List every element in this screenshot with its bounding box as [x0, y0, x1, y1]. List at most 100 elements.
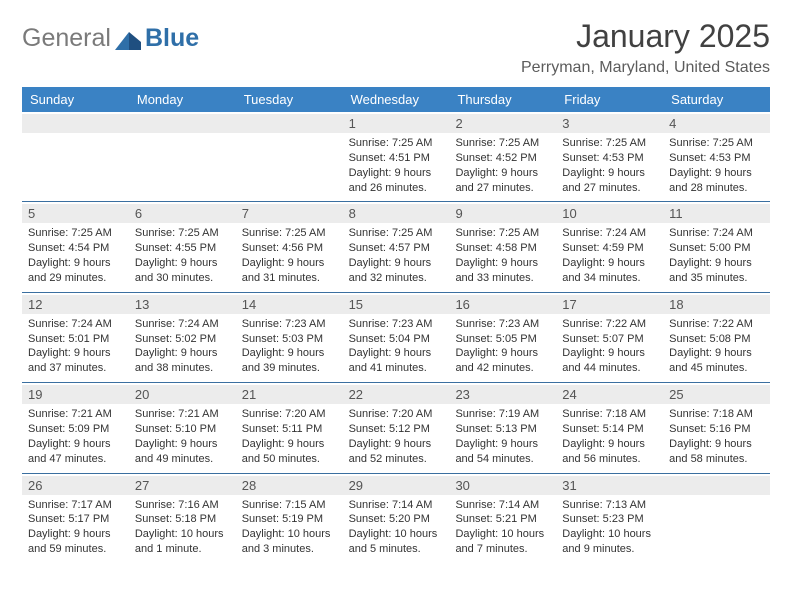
- day-cell: 17Sunrise: 7:22 AMSunset: 5:07 PMDayligh…: [556, 293, 663, 382]
- sunrise-value: 7:21 AM: [71, 408, 111, 420]
- day-number: 30: [449, 476, 556, 495]
- week-row: 26Sunrise: 7:17 AMSunset: 5:17 PMDayligh…: [22, 474, 770, 563]
- sunset-value: 5:12 PM: [389, 423, 430, 435]
- day-cell: 13Sunrise: 7:24 AMSunset: 5:02 PMDayligh…: [129, 293, 236, 382]
- daylight-label: Daylight:: [349, 257, 395, 269]
- day-number: 21: [236, 385, 343, 404]
- daylight-label: Daylight:: [242, 438, 288, 450]
- sunset-value: 5:19 PM: [282, 513, 323, 525]
- sunrise-label: Sunrise:: [455, 318, 498, 330]
- day-cell: [663, 474, 770, 563]
- sunrise-value: 7:24 AM: [178, 318, 218, 330]
- sunrise-value: 7:23 AM: [392, 318, 432, 330]
- logo-text-blue: Blue: [145, 24, 199, 53]
- day-number-empty: [236, 114, 343, 133]
- sunset-value: 4:58 PM: [496, 242, 537, 254]
- daylight-label: Daylight:: [349, 528, 395, 540]
- title-block: January 2025 Perryman, Maryland, United …: [521, 18, 770, 77]
- day-number: 27: [129, 476, 236, 495]
- sunset-value: 5:21 PM: [496, 513, 537, 525]
- day-cell: 10Sunrise: 7:24 AMSunset: 4:59 PMDayligh…: [556, 202, 663, 291]
- sunrise-label: Sunrise:: [455, 137, 498, 149]
- sunrise-label: Sunrise:: [135, 499, 178, 511]
- sunrise-label: Sunrise:: [455, 227, 498, 239]
- daylight-label: Daylight:: [135, 438, 181, 450]
- day-number: 3: [556, 114, 663, 133]
- sunset-value: 5:16 PM: [710, 423, 751, 435]
- sunrise-value: 7:23 AM: [285, 318, 325, 330]
- sunrise-value: 7:25 AM: [178, 227, 218, 239]
- sunrise-label: Sunrise:: [455, 408, 498, 420]
- day-number: 20: [129, 385, 236, 404]
- sunset-label: Sunset:: [562, 333, 602, 345]
- day-cell: 20Sunrise: 7:21 AMSunset: 5:10 PMDayligh…: [129, 383, 236, 472]
- sunset-label: Sunset:: [455, 242, 495, 254]
- day-cell: 28Sunrise: 7:15 AMSunset: 5:19 PMDayligh…: [236, 474, 343, 563]
- sunset-value: 4:57 PM: [389, 242, 430, 254]
- sunrise-label: Sunrise:: [242, 318, 285, 330]
- sunset-value: 5:23 PM: [603, 513, 644, 525]
- sunrise-value: 7:22 AM: [713, 318, 753, 330]
- sun-info: Sunrise: 7:24 AMSunset: 5:02 PMDaylight:…: [135, 317, 230, 376]
- daylight-label: Daylight:: [562, 347, 608, 359]
- sunset-label: Sunset:: [242, 242, 282, 254]
- sunrise-value: 7:20 AM: [285, 408, 325, 420]
- sun-info: Sunrise: 7:25 AMSunset: 4:52 PMDaylight:…: [455, 136, 550, 195]
- daylight-label: Daylight:: [135, 257, 181, 269]
- day-cell: 9Sunrise: 7:25 AMSunset: 4:58 PMDaylight…: [449, 202, 556, 291]
- week-row: 19Sunrise: 7:21 AMSunset: 5:09 PMDayligh…: [22, 383, 770, 473]
- day-number: 5: [22, 204, 129, 223]
- day-number: 17: [556, 295, 663, 314]
- sun-info: Sunrise: 7:15 AMSunset: 5:19 PMDaylight:…: [242, 498, 337, 557]
- sunrise-label: Sunrise:: [455, 499, 498, 511]
- day-cell: 29Sunrise: 7:14 AMSunset: 5:20 PMDayligh…: [343, 474, 450, 563]
- sunrise-label: Sunrise:: [135, 408, 178, 420]
- sunrise-label: Sunrise:: [242, 408, 285, 420]
- day-cell: 2Sunrise: 7:25 AMSunset: 4:52 PMDaylight…: [449, 112, 556, 201]
- sunrise-value: 7:21 AM: [178, 408, 218, 420]
- sunset-label: Sunset:: [669, 152, 709, 164]
- sunset-label: Sunset:: [349, 423, 389, 435]
- day-cell: 22Sunrise: 7:20 AMSunset: 5:12 PMDayligh…: [343, 383, 450, 472]
- day-cell: 16Sunrise: 7:23 AMSunset: 5:05 PMDayligh…: [449, 293, 556, 382]
- sunset-value: 4:53 PM: [710, 152, 751, 164]
- day-header: Sunday: [22, 87, 129, 112]
- sunrise-value: 7:23 AM: [499, 318, 539, 330]
- sunset-label: Sunset:: [28, 333, 68, 345]
- sunset-label: Sunset:: [242, 423, 282, 435]
- month-title: January 2025: [521, 18, 770, 55]
- page-header: General Blue January 2025 Perryman, Mary…: [22, 18, 770, 77]
- sunset-value: 5:18 PM: [175, 513, 216, 525]
- day-number: 31: [556, 476, 663, 495]
- day-cell: [236, 112, 343, 201]
- calendar: SundayMondayTuesdayWednesdayThursdayFrid…: [22, 87, 770, 563]
- day-header: Friday: [556, 87, 663, 112]
- day-number: 22: [343, 385, 450, 404]
- day-cell: 23Sunrise: 7:19 AMSunset: 5:13 PMDayligh…: [449, 383, 556, 472]
- day-header: Monday: [129, 87, 236, 112]
- sunrise-label: Sunrise:: [242, 499, 285, 511]
- sunrise-label: Sunrise:: [669, 137, 712, 149]
- sunrise-value: 7:25 AM: [713, 137, 753, 149]
- sunrise-label: Sunrise:: [669, 408, 712, 420]
- sunset-label: Sunset:: [242, 513, 282, 525]
- logo-text-gray: General: [22, 24, 111, 53]
- daylight-label: Daylight:: [349, 347, 395, 359]
- sunset-label: Sunset:: [562, 152, 602, 164]
- day-cell: 11Sunrise: 7:24 AMSunset: 5:00 PMDayligh…: [663, 202, 770, 291]
- day-cell: 21Sunrise: 7:20 AMSunset: 5:11 PMDayligh…: [236, 383, 343, 472]
- sun-info: Sunrise: 7:23 AMSunset: 5:03 PMDaylight:…: [242, 317, 337, 376]
- sun-info: Sunrise: 7:24 AMSunset: 5:01 PMDaylight:…: [28, 317, 123, 376]
- day-header: Tuesday: [236, 87, 343, 112]
- day-cell: 7Sunrise: 7:25 AMSunset: 4:56 PMDaylight…: [236, 202, 343, 291]
- sunrise-label: Sunrise:: [669, 227, 712, 239]
- sunrise-value: 7:25 AM: [285, 227, 325, 239]
- sunrise-label: Sunrise:: [28, 227, 71, 239]
- sunset-value: 5:13 PM: [496, 423, 537, 435]
- sun-info: Sunrise: 7:16 AMSunset: 5:18 PMDaylight:…: [135, 498, 230, 557]
- sunrise-label: Sunrise:: [135, 227, 178, 239]
- sunset-value: 5:03 PM: [282, 333, 323, 345]
- sunrise-value: 7:25 AM: [499, 137, 539, 149]
- sunset-value: 4:52 PM: [496, 152, 537, 164]
- sunset-label: Sunset:: [669, 242, 709, 254]
